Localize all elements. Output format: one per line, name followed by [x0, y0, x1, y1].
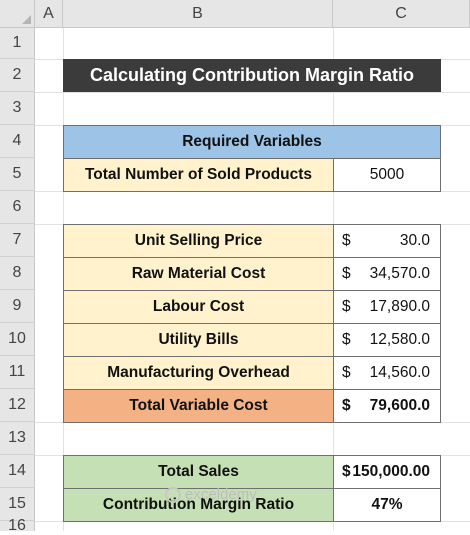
currency-symbol: $: [342, 463, 351, 480]
row-header-12[interactable]: 12: [0, 389, 35, 422]
total-sales-value[interactable]: $ 150,000.00: [333, 455, 441, 489]
amount: 150,000.00: [352, 463, 430, 480]
cost-value-manufacturing-overhead[interactable]: $ 14,560.0: [333, 356, 441, 390]
row-header-10[interactable]: 10: [0, 323, 35, 356]
cost-label-manufacturing-overhead[interactable]: Manufacturing Overhead: [63, 356, 334, 390]
row-header-6[interactable]: 6: [0, 191, 35, 224]
cm-ratio-value[interactable]: 47%: [333, 488, 441, 522]
currency-symbol: $: [342, 298, 351, 315]
row-header-7[interactable]: 7: [0, 224, 35, 257]
currency-symbol: $: [342, 265, 351, 282]
row-header-3[interactable]: 3: [0, 92, 35, 125]
cm-ratio-label[interactable]: Contribution Margin Ratio: [63, 488, 334, 522]
cost-value-raw-material[interactable]: $ 34,570.0: [333, 257, 441, 291]
row-header-16[interactable]: 16: [0, 517, 35, 534]
amount: 12,580.0: [369, 331, 430, 348]
total-sales-label[interactable]: Total Sales: [63, 455, 334, 489]
row-header-11[interactable]: 11: [0, 356, 35, 389]
row-header-8[interactable]: 8: [0, 257, 35, 290]
sheet-title[interactable]: Calculating Contribution Margin Ratio: [63, 59, 441, 92]
cost-label-raw-material[interactable]: Raw Material Cost: [63, 257, 334, 291]
cost-label-labour[interactable]: Labour Cost: [63, 290, 334, 324]
currency-symbol: $: [342, 232, 351, 249]
cost-label-unit-selling-price[interactable]: Unit Selling Price: [63, 224, 334, 258]
row-header-15[interactable]: 15: [0, 488, 35, 521]
amount: 79,600.0: [369, 397, 430, 414]
row-header-9[interactable]: 9: [0, 290, 35, 323]
row-header-13[interactable]: 13: [0, 422, 35, 455]
sold-products-value[interactable]: 5000: [333, 158, 441, 192]
cost-value-unit-selling-price[interactable]: $ 30.0: [333, 224, 441, 258]
row-header-14[interactable]: 14: [0, 455, 35, 488]
cost-value-utility-bills[interactable]: $ 12,580.0: [333, 323, 441, 357]
required-variables-header[interactable]: Required Variables: [63, 125, 441, 159]
row-header-2[interactable]: 2: [0, 59, 35, 92]
row-header-5[interactable]: 5: [0, 158, 35, 191]
row-header-1[interactable]: 1: [0, 28, 35, 59]
sold-products-label[interactable]: Total Number of Sold Products: [63, 158, 334, 192]
currency-symbol: $: [342, 331, 351, 348]
amount: 34,570.0: [369, 265, 430, 282]
cost-label-utility-bills[interactable]: Utility Bills: [63, 323, 334, 357]
gridline: [35, 92, 470, 93]
row-header-4[interactable]: 4: [0, 125, 35, 158]
amount: 17,890.0: [369, 298, 430, 315]
total-variable-cost-label[interactable]: Total Variable Cost: [63, 389, 334, 423]
currency-symbol: $: [342, 364, 351, 381]
cost-value-labour[interactable]: $ 17,890.0: [333, 290, 441, 324]
select-all-corner[interactable]: [0, 0, 35, 28]
column-header-c[interactable]: C: [333, 0, 470, 28]
total-variable-cost-value[interactable]: $ 79,600.0: [333, 389, 441, 423]
amount: 30.0: [399, 232, 430, 249]
currency-symbol: $: [342, 397, 351, 414]
amount: 14,560.0: [369, 364, 430, 381]
column-header-b[interactable]: B: [63, 0, 333, 28]
column-header-a[interactable]: A: [35, 0, 63, 28]
